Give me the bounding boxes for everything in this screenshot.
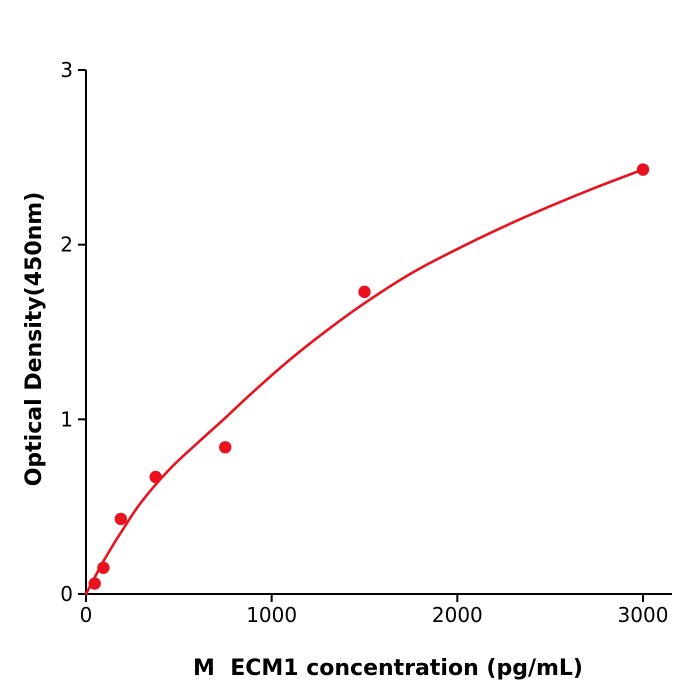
y-tick-label: 2 <box>60 233 73 257</box>
data-point <box>114 512 128 526</box>
y-axis-title: Optical Density(450nm) <box>22 192 47 487</box>
data-point <box>358 285 371 299</box>
y-tick-label: 0 <box>60 582 73 606</box>
x-tick-label: 3000 <box>618 603 669 627</box>
y-tick-label: 3 <box>60 58 73 82</box>
x-tick-label: 2000 <box>432 603 483 627</box>
y-tick-label: 1 <box>60 407 73 431</box>
tick-labels: 0 1000 2000 3000 0 1 2 3 <box>60 58 668 627</box>
x-tick-label: 1000 <box>246 603 297 627</box>
data-point <box>88 577 101 590</box>
data-point <box>219 441 232 454</box>
axes <box>85 70 672 595</box>
x-axis-title: M ECM1 concentration (pg/mL) <box>193 656 583 681</box>
tick-marks <box>78 69 644 602</box>
data-series <box>84 163 650 596</box>
fitted-standard-curve <box>84 168 645 596</box>
x-tick-label: 0 <box>80 603 93 627</box>
